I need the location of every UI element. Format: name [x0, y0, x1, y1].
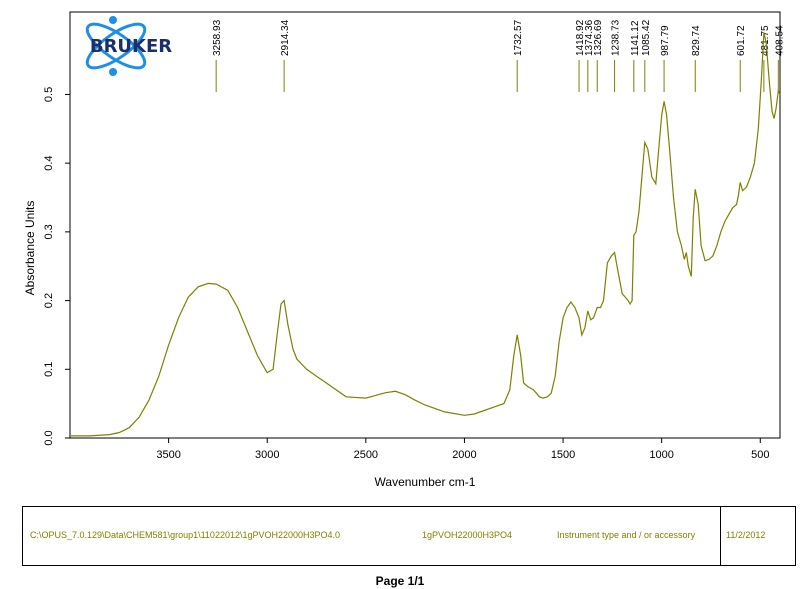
x-tick-label: 1000 — [649, 449, 673, 461]
peak-markers: 3258.93 2914.34 1732.57 1418.921374.361326.… — [212, 19, 785, 92]
y-axis: 0.0 0.1 0.2 0.3 0.4 0.5 — [43, 87, 70, 446]
y-tick-label: 0.3 — [43, 224, 55, 239]
peak-label: 1141.12 — [630, 20, 641, 56]
plot-area-frame — [69, 11, 781, 439]
x-tick-label: 500 — [751, 449, 769, 461]
measurement-date: 11/2/2012 — [726, 530, 766, 540]
absorbance-chart: 0.0 0.1 0.2 0.3 0.4 0.5 3500 3000 2500 2000 1500 1… — [23, 11, 785, 489]
file-path: C:\OPUS_7.0.129\Data\CHEM581\group1\1102… — [30, 530, 341, 540]
x-tick-label: 1500 — [551, 449, 575, 461]
x-axis-label: Wavenumber cm-1 — [375, 475, 476, 489]
page-number: Page 1/1 — [375, 574, 425, 588]
info-divider — [720, 506, 721, 566]
bruker-logo: BRUKER — [72, 10, 192, 82]
y-tick-label: 0.1 — [43, 362, 55, 377]
peak-label: 1085.42 — [641, 19, 652, 56]
y-tick-label: 0.4 — [43, 156, 55, 171]
sample-name: 1gPVOH22000H3PO4 — [422, 530, 513, 540]
peak-label: 1732.57 — [513, 19, 524, 56]
x-tick-label: 3000 — [255, 449, 279, 461]
y-tick-label: 0.2 — [43, 293, 55, 308]
bruker-atom-icon: BRUKER — [85, 16, 172, 76]
peak-label: 408.54 — [774, 25, 785, 56]
x-tick-label: 2000 — [452, 449, 476, 461]
peak-label: 1374.36 — [584, 19, 595, 56]
y-axis-label: Absorbance Units — [23, 201, 37, 296]
info-box — [22, 506, 796, 566]
bruker-logo-text: BRUKER — [90, 36, 172, 57]
peak-label: 1418.92 — [575, 19, 586, 56]
peak-label: 2914.34 — [280, 19, 291, 56]
peak-label: 987.79 — [660, 25, 671, 56]
x-tick-label: 3500 — [156, 449, 180, 461]
instrument-type: Instrument type and / or accessory — [557, 530, 696, 540]
peak-label: 3258.93 — [212, 19, 223, 56]
peak-label: 1238.73 — [611, 19, 622, 56]
y-tick-label: 0.5 — [43, 87, 55, 102]
peak-label: 601.72 — [736, 25, 747, 56]
peak-label: 1326.69 — [593, 19, 604, 56]
spectrum-line — [70, 32, 781, 437]
x-axis: 3500 3000 2500 2000 1500 1000 500 — [156, 438, 769, 461]
y-tick-label: 0.0 — [43, 430, 55, 445]
x-tick-label: 2500 — [354, 449, 378, 461]
peak-label: 829.74 — [691, 25, 702, 56]
